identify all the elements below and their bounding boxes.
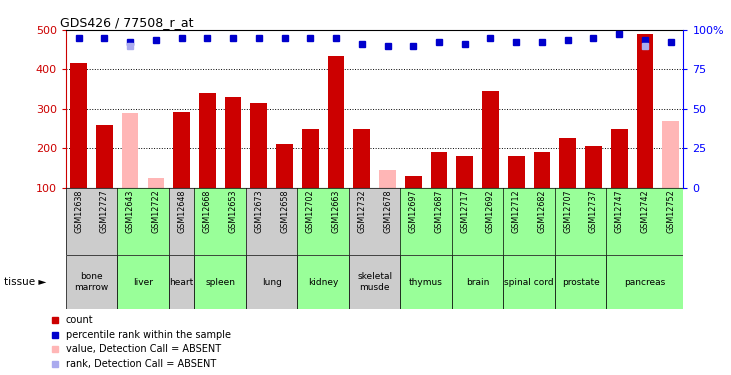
- Bar: [353, 129, 370, 188]
- Bar: [194, 188, 246, 255]
- Text: GSM12747: GSM12747: [615, 189, 624, 233]
- Bar: [169, 255, 194, 309]
- Bar: [66, 188, 117, 255]
- Text: value, Detection Call = ABSENT: value, Detection Call = ABSENT: [66, 345, 221, 354]
- Text: GSM12638: GSM12638: [74, 189, 83, 233]
- Bar: [302, 129, 319, 188]
- Bar: [606, 188, 683, 255]
- Bar: [534, 152, 550, 188]
- Text: GSM12752: GSM12752: [666, 189, 675, 233]
- Bar: [148, 178, 164, 188]
- Text: kidney: kidney: [308, 278, 338, 286]
- Text: spinal cord: spinal cord: [504, 278, 554, 286]
- Bar: [482, 91, 499, 188]
- Text: GSM12673: GSM12673: [254, 189, 263, 233]
- Bar: [401, 188, 452, 255]
- Text: GSM12737: GSM12737: [589, 189, 598, 233]
- Bar: [504, 255, 555, 309]
- Text: GSM12717: GSM12717: [461, 189, 469, 233]
- Text: GSM12697: GSM12697: [409, 189, 417, 233]
- Text: GSM12648: GSM12648: [177, 189, 186, 233]
- Bar: [637, 34, 654, 188]
- Bar: [246, 188, 298, 255]
- Text: rank, Detection Call = ABSENT: rank, Detection Call = ABSENT: [66, 359, 216, 369]
- Text: liver: liver: [133, 278, 153, 286]
- Text: GSM12682: GSM12682: [537, 189, 547, 233]
- Bar: [555, 188, 606, 255]
- Text: GSM12678: GSM12678: [383, 189, 392, 233]
- Text: count: count: [66, 315, 94, 326]
- Bar: [173, 112, 190, 188]
- Bar: [327, 56, 344, 188]
- Text: bone
marrow: bone marrow: [75, 273, 109, 292]
- Text: spleen: spleen: [205, 278, 235, 286]
- Text: brain: brain: [466, 278, 489, 286]
- Text: pancreas: pancreas: [624, 278, 665, 286]
- Bar: [662, 121, 679, 188]
- Text: prostate: prostate: [561, 278, 599, 286]
- Text: GSM12687: GSM12687: [434, 189, 444, 233]
- Bar: [251, 103, 268, 188]
- Bar: [508, 156, 525, 188]
- Bar: [298, 188, 349, 255]
- Text: GSM12663: GSM12663: [332, 189, 341, 233]
- Text: GSM12727: GSM12727: [100, 189, 109, 233]
- Text: lung: lung: [262, 278, 281, 286]
- Bar: [96, 125, 113, 188]
- Text: GSM12643: GSM12643: [126, 189, 135, 233]
- Bar: [117, 255, 169, 309]
- Text: GSM12722: GSM12722: [151, 189, 160, 233]
- Text: GSM12702: GSM12702: [306, 189, 315, 233]
- Bar: [606, 255, 683, 309]
- Bar: [246, 255, 298, 309]
- Text: skeletal
musde: skeletal musde: [357, 273, 393, 292]
- Bar: [379, 170, 396, 188]
- Bar: [298, 255, 349, 309]
- Bar: [194, 255, 246, 309]
- Text: GSM12653: GSM12653: [229, 189, 238, 233]
- Bar: [66, 255, 117, 309]
- Bar: [452, 255, 504, 309]
- Bar: [117, 188, 169, 255]
- Text: tissue ►: tissue ►: [4, 277, 46, 287]
- Text: percentile rank within the sample: percentile rank within the sample: [66, 330, 231, 340]
- Bar: [122, 112, 138, 188]
- Text: GSM12668: GSM12668: [202, 189, 212, 233]
- Text: GSM12732: GSM12732: [357, 189, 366, 233]
- Bar: [224, 97, 241, 188]
- Bar: [431, 152, 447, 188]
- Bar: [70, 63, 87, 188]
- Bar: [611, 129, 627, 188]
- Bar: [452, 188, 504, 255]
- Text: GSM12658: GSM12658: [280, 189, 289, 233]
- Bar: [405, 176, 422, 188]
- Bar: [585, 146, 602, 188]
- Bar: [199, 93, 216, 188]
- Text: GDS426 / 77508_r_at: GDS426 / 77508_r_at: [60, 16, 193, 29]
- Bar: [456, 156, 473, 188]
- Text: GSM12692: GSM12692: [486, 189, 495, 233]
- Bar: [504, 188, 555, 255]
- Text: GSM12712: GSM12712: [512, 189, 520, 233]
- Text: GSM12707: GSM12707: [563, 189, 572, 233]
- Bar: [169, 188, 194, 255]
- Text: heart: heart: [170, 278, 194, 286]
- Bar: [276, 144, 293, 188]
- Text: GSM12742: GSM12742: [640, 189, 649, 233]
- Text: thymus: thymus: [409, 278, 443, 286]
- Bar: [349, 255, 401, 309]
- Bar: [559, 138, 576, 188]
- Bar: [349, 188, 401, 255]
- Bar: [401, 255, 452, 309]
- Bar: [555, 255, 606, 309]
